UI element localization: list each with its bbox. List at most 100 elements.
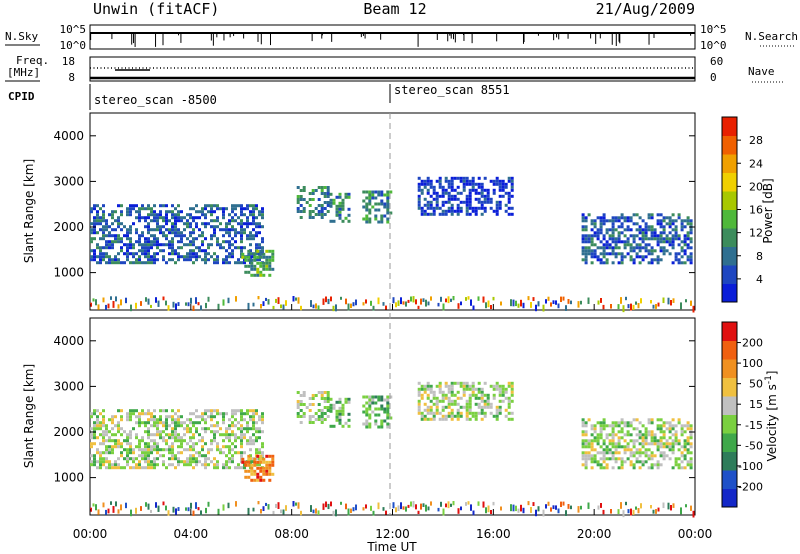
echo-cell (129, 246, 132, 250)
echo-cell (117, 261, 120, 265)
echo-cell (365, 205, 369, 209)
echo-cell (247, 252, 251, 256)
echo-cell (123, 430, 126, 434)
echo-cell (362, 404, 366, 408)
echo-cell (465, 194, 469, 198)
echo-cell (174, 466, 177, 470)
echo-cell (420, 396, 424, 400)
echo-cell (186, 252, 189, 256)
echo-cell (644, 454, 648, 458)
echo-cell (117, 427, 120, 431)
echo-cell (677, 418, 681, 422)
echo-cell (165, 433, 168, 437)
ground-scatter-cell (635, 301, 637, 305)
echo-cell (462, 182, 466, 186)
echo-cell (108, 213, 111, 217)
echo-cell (417, 176, 421, 180)
ground-scatter-cell (552, 505, 555, 510)
echo-cell (153, 433, 156, 437)
echo-cell (108, 451, 111, 455)
echo-cell (465, 176, 469, 180)
echo-cell (195, 421, 198, 425)
echo-cell (608, 457, 612, 461)
echo-cell (259, 255, 263, 259)
echo-cell (480, 203, 484, 207)
echo-cell (420, 182, 424, 186)
ground-scatter-cell (392, 502, 395, 509)
echo-cell (441, 408, 445, 412)
ground-scatter-cell (235, 501, 237, 507)
echo-cell (417, 381, 421, 385)
echo-cell (623, 243, 627, 247)
echo-cell (320, 394, 324, 397)
echo-cell (117, 439, 120, 443)
echo-cell (668, 445, 672, 449)
echo-cell (144, 246, 147, 250)
ground-scatter-cell (485, 507, 487, 514)
echo-cell (99, 261, 102, 265)
echo-cell (441, 209, 445, 213)
echo-cell (228, 439, 231, 443)
echo-cell (99, 219, 102, 223)
echo-cell (255, 451, 258, 455)
echo-cell (323, 213, 327, 216)
echo-cell (689, 255, 693, 259)
echo-cell (498, 182, 502, 186)
echo-cell (507, 194, 511, 198)
ground-scatter-cell (115, 296, 117, 302)
echo-cell (141, 249, 144, 253)
echo-cell (596, 460, 600, 464)
ground-scatter-cell (277, 297, 280, 304)
echo-cell (117, 409, 120, 413)
colorbar-segment (722, 451, 737, 471)
echo-cell (611, 216, 615, 220)
echo-cell (93, 255, 96, 259)
echo-cell (201, 243, 204, 247)
echo-cell (253, 469, 257, 473)
echo-cell (477, 390, 481, 394)
echo-cell (271, 252, 275, 256)
echo-cell (153, 418, 156, 422)
echo-cell (162, 225, 165, 229)
echo-cell (111, 439, 114, 443)
echo-cell (162, 231, 165, 235)
echo-cell (195, 451, 198, 455)
echo-cell (243, 213, 246, 217)
ground-scatter-cell (192, 510, 195, 517)
echo-cell (635, 246, 639, 250)
ground-scatter-cell (165, 505, 167, 511)
echo-cell (638, 225, 642, 229)
echo-cell (195, 463, 198, 467)
echo-cell (608, 228, 612, 232)
echo-cell (261, 412, 264, 416)
echo-cell (192, 228, 195, 232)
echo-cell (326, 204, 330, 207)
echo-cell (192, 454, 195, 458)
echo-cell (647, 237, 651, 241)
echo-cell (641, 433, 645, 437)
echo-cell (265, 258, 269, 262)
echo-cell (259, 469, 263, 473)
echo-cell (247, 258, 251, 262)
echo-cell (259, 457, 263, 461)
echo-cell (228, 261, 231, 265)
echo-cell (438, 384, 442, 388)
ground-scatter-cell (252, 507, 255, 512)
echo-cell (265, 454, 269, 458)
echo-cell (599, 231, 603, 235)
echo-cell (432, 414, 436, 418)
echo-cell (329, 219, 333, 223)
echo-cell (225, 258, 228, 262)
echo-cell (268, 469, 272, 473)
echo-cell (99, 451, 102, 455)
echo-cell (623, 424, 627, 428)
ground-scatter-cell (157, 505, 160, 512)
echo-cell (593, 454, 597, 458)
echo-cell (246, 207, 249, 211)
echo-cell (338, 400, 342, 404)
echo-cell (96, 216, 99, 220)
echo-cell (608, 246, 612, 250)
echo-cell (93, 252, 96, 256)
echo-cell (177, 418, 180, 422)
echo-cell (186, 463, 189, 467)
